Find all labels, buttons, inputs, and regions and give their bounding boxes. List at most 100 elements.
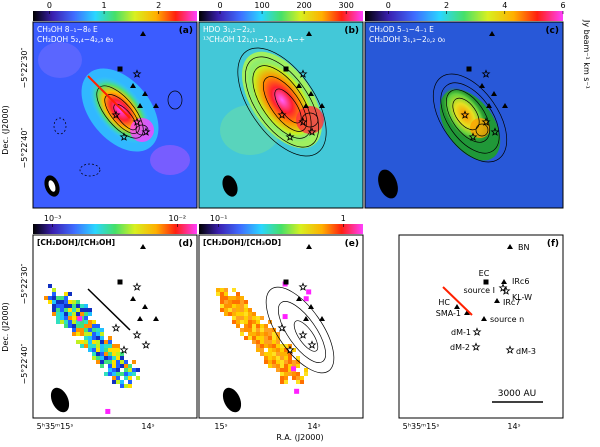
ratio-pixel [280, 360, 284, 364]
ratio-pixel [96, 352, 100, 356]
ratio-pixel [80, 324, 84, 328]
ratio-pixel [276, 356, 280, 360]
ratio-pixel [108, 352, 112, 356]
source-star-marker [141, 340, 151, 349]
ratio-pixel [268, 364, 272, 368]
source-star-marker [481, 69, 491, 78]
ratio-pixel [252, 316, 256, 320]
ratio-pixel [284, 360, 288, 364]
ratio-pixel [232, 316, 236, 320]
ratio-pixel [216, 292, 220, 296]
ratio-pixel [92, 324, 96, 328]
ratio-pixel [84, 316, 88, 320]
ratio-pixel [268, 360, 272, 364]
ratio-pixel [252, 328, 256, 332]
source-star-marker [132, 282, 142, 291]
ratio-pixel [236, 300, 240, 304]
ratio-pixel [116, 364, 120, 368]
ratio-pixel [268, 340, 272, 344]
ratio-pixel [72, 324, 76, 328]
ratio-pixel [276, 336, 280, 340]
ratio-pixel [100, 352, 104, 356]
ratio-pixel [220, 288, 224, 292]
ratio-pixel [96, 356, 100, 360]
source-star-marker [132, 69, 142, 78]
ratio-pixel [268, 352, 272, 356]
ratio-pixel [76, 340, 80, 344]
ratio-pixel [244, 328, 248, 332]
panel-title-line: HDO 3₁,₂−2₂,₁ [203, 25, 255, 34]
panel-e-ratio-pixels [216, 281, 312, 394]
panel-title-line: ¹³CH₃OH 12₁,₁₁−12₀,₁₂ A−+ [203, 35, 305, 44]
ratio-pixel [260, 336, 264, 340]
ratio-pixel [296, 364, 300, 368]
ratio-pixel [84, 324, 88, 328]
ratio-pixel [264, 324, 268, 328]
ratio-pixel [276, 344, 280, 348]
ratio-pixel [80, 308, 84, 312]
colorbar-d [33, 224, 197, 234]
ratio-pixel [124, 368, 128, 372]
ratio-pixel [116, 376, 120, 380]
ratio-pixel [248, 328, 252, 332]
panel-e-contours [265, 286, 335, 374]
panel-letter: (f) [547, 239, 559, 249]
ratio-pixel [104, 344, 108, 348]
ratio-pixel [116, 368, 120, 372]
ratio-pixel [284, 368, 288, 372]
ratio-pixel [244, 304, 248, 308]
ratio-pixel [60, 308, 64, 312]
ratio-pixel [128, 364, 132, 368]
ratio-pixel [272, 364, 276, 368]
ratio-pixel [256, 348, 260, 352]
ratio-pixel [252, 312, 256, 316]
source-star-marker [277, 323, 287, 332]
ratio-pixel [88, 308, 92, 312]
ratio-pixel [280, 380, 284, 384]
ratio-pixel [64, 320, 68, 324]
ratio-pixel [76, 332, 80, 336]
ratio-pixel [304, 372, 308, 376]
source-star-marker [471, 342, 481, 351]
ratio-pixel [108, 336, 112, 340]
ratio-pixel [56, 300, 60, 304]
ratio-pixel [282, 314, 288, 320]
ratio-pixel [44, 296, 48, 300]
ratio-pixel [288, 352, 292, 356]
ratio-pixel [84, 320, 88, 324]
ratio-pixel [88, 328, 92, 332]
ratio-pixel [260, 328, 264, 332]
ratio-pixel [56, 296, 60, 300]
ratio-pixel [256, 324, 260, 328]
panel-d-outflow-line [87, 288, 131, 331]
source-star-marker [501, 286, 511, 295]
ratio-pixel [100, 328, 104, 332]
ratio-pixel [240, 304, 244, 308]
ratio-pixel [72, 320, 76, 324]
ratio-pixel [52, 292, 56, 296]
source-star-marker [481, 117, 491, 126]
ratio-pixel [100, 364, 104, 368]
ratio-pixel [296, 372, 300, 376]
ratio-pixel [288, 360, 292, 364]
ratio-pixel [224, 304, 228, 308]
ratio-pixel [306, 289, 312, 295]
ratio-pixel [240, 312, 244, 316]
ratio-pixel [132, 372, 136, 376]
ratio-pixel [220, 300, 224, 304]
ratio-pixel [120, 356, 124, 360]
ratio-pixel [252, 332, 256, 336]
ratio-pixel [224, 296, 228, 300]
ratio-pixel [264, 336, 268, 340]
ratio-pixel [112, 352, 116, 356]
source-triangle-marker [303, 103, 309, 108]
ratio-pixel [252, 324, 256, 328]
ratio-pixel [264, 340, 268, 344]
source-triangle-marker [303, 316, 309, 321]
ratio-pixel [76, 320, 80, 324]
ratio-pixel [72, 312, 76, 316]
ra-tick-label: 5ʰ35ᵐ15ˢ [37, 422, 74, 431]
ratio-pixel [116, 372, 120, 376]
ratio-pixel [60, 316, 64, 320]
